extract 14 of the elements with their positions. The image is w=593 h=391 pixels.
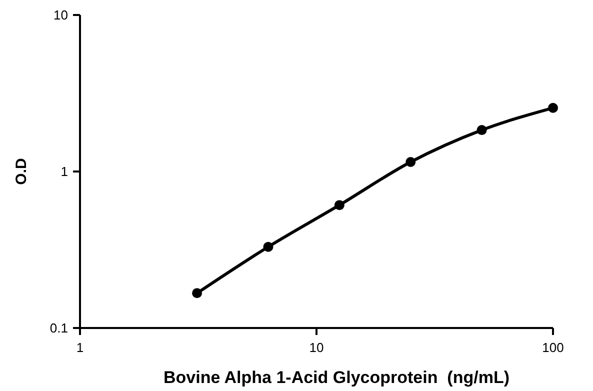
point (548, 102, 558, 113)
y-tick-label: 1 (60, 164, 68, 180)
point (334, 200, 344, 210)
y-tick-label: 0.1 (50, 320, 68, 336)
y-axis-title: O.D (13, 158, 30, 185)
x-tick-label: 100 (542, 340, 564, 355)
point (263, 242, 274, 252)
x-axis-title: Bovine Alpha 1-Acid Glycoprotein (ng/mL) (163, 368, 510, 387)
point (476, 125, 487, 136)
x-tick-label: 1 (76, 340, 84, 355)
x-tick-label: 10 (309, 340, 324, 355)
y-tick-label: 10 (54, 8, 68, 23)
point (192, 288, 202, 298)
point (406, 157, 416, 167)
